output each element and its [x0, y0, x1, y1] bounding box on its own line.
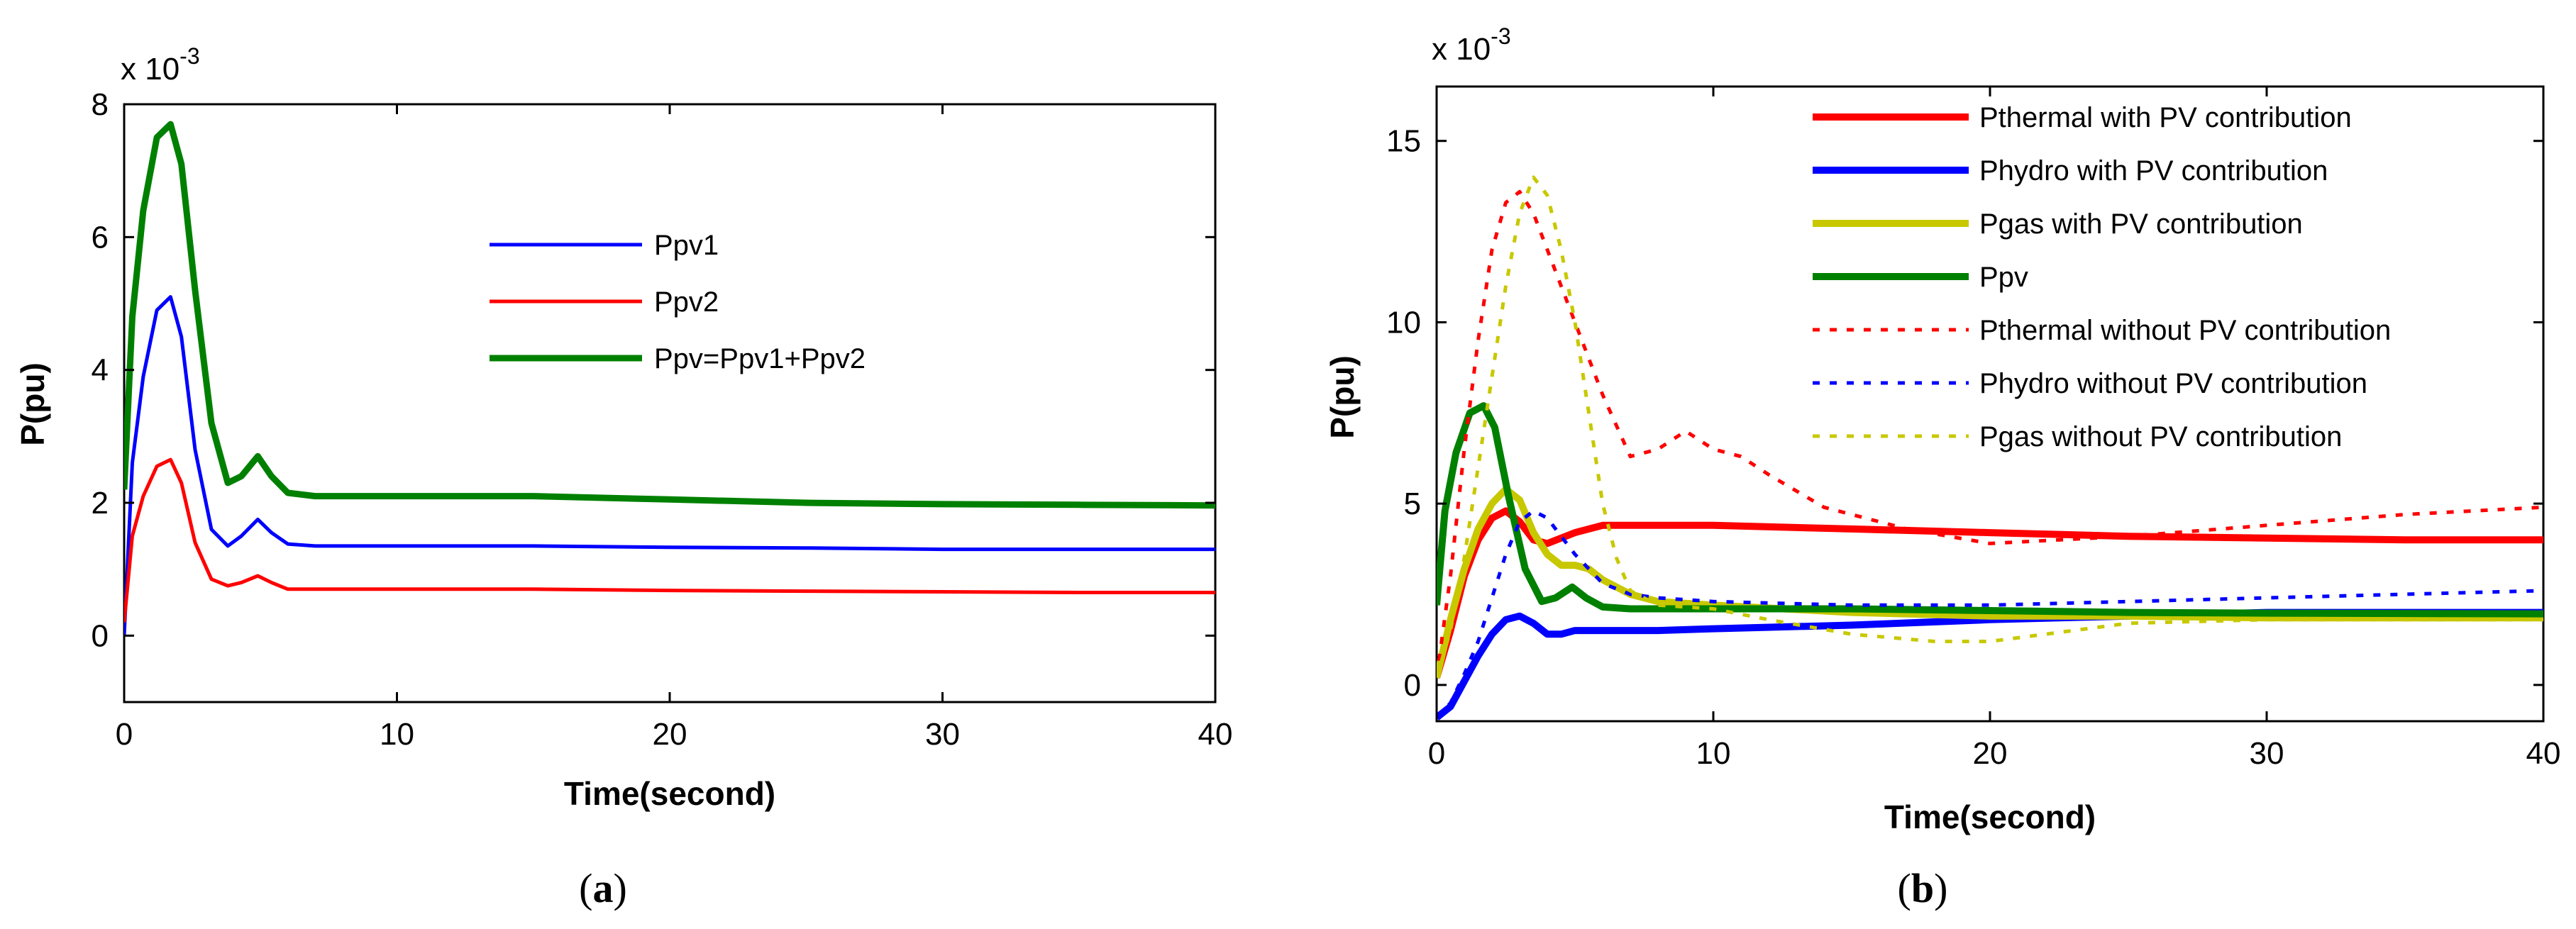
chart-b-y-tick-label-1: 5 — [1404, 486, 1421, 521]
chart-a-y-ticks: 0 2 4 6 8 — [92, 87, 1215, 653]
chart-a-x-tick-label-0: 0 — [116, 717, 133, 752]
chart-a-y-tick-label-4: 8 — [92, 87, 109, 122]
chart-b-x-tick-label-2: 20 — [1973, 736, 2008, 771]
chart-b-legend: Pthermal with PV contribution Phydro with… — [1813, 102, 2391, 452]
chart-b-exponent-power: -3 — [1491, 23, 1510, 49]
chart-b-y-tick-label-2: 10 — [1386, 305, 1421, 340]
legend-b-label-2: Pgas with PV contribution — [1979, 208, 2303, 240]
chart-a-x-tick-label-4: 40 — [1198, 717, 1233, 752]
chart-a-y-tick-label-3: 6 — [92, 220, 109, 255]
chart-b-series-line-2 — [1437, 485, 2543, 679]
legend-a-label-ppv2: Ppv2 — [654, 287, 719, 318]
chart-b-x-tick-label-0: 0 — [1428, 736, 1445, 771]
caption-b: (b) — [1898, 865, 1948, 911]
chart-b-exponent-base: x 10 — [1432, 32, 1491, 67]
chart-a-series-line-1 — [124, 457, 1215, 623]
caption-a: (a) — [579, 865, 627, 911]
legend-b-label-0: Pthermal with PV contribution — [1979, 102, 2352, 133]
chart-b-x-axis-label: Time(second) — [1884, 799, 2096, 835]
chart-b-y-axis-label: P(pu) — [1324, 355, 1361, 439]
chart-a-x-ticks: 0 10 20 30 40 — [116, 104, 1233, 752]
legend-b-label-5: Phydro without PV contribution — [1979, 368, 2367, 399]
legend-b-label-4: Pthermal without PV contribution — [1979, 315, 2391, 346]
chart-a-series-line-2 — [124, 121, 1215, 509]
chart-a-x-axis-label: Time(second) — [564, 775, 775, 812]
chart-b-y-tick-label-3: 15 — [1386, 124, 1421, 159]
chart-a-exponent-base: x 10 — [121, 52, 179, 87]
chart-panel-b: x 10-3 0 5 10 15 0 10 20 30 40 Time(second) P(p… — [1324, 23, 2560, 911]
chart-b-x-tick-label-4: 40 — [2526, 736, 2561, 771]
chart-b-series-line-3 — [1437, 402, 2543, 618]
chart-b-x-tick-label-1: 10 — [1696, 736, 1731, 771]
chart-a-plot-frame — [123, 103, 1217, 703]
chart-panel-a: x 10-3 0 2 4 6 8 0 10 20 30 40 Time(second) P(pu… — [14, 43, 1232, 911]
chart-a-exponent: x 10-3 — [121, 43, 200, 87]
chart-a-y-tick-label-1: 2 — [92, 486, 109, 521]
chart-a-y-tick-label-0: 0 — [92, 618, 109, 653]
chart-b-series-group — [1437, 175, 2543, 721]
legend-b-label-3: Ppv — [1979, 262, 2028, 293]
chart-b-x-ticks: 0 10 20 30 40 — [1428, 87, 2561, 771]
legend-a-label-ppv1: Ppv1 — [654, 230, 719, 261]
legend-b-label-1: Phydro with PV contribution — [1979, 155, 2328, 187]
chart-b-series-line-4 — [1437, 189, 2543, 678]
chart-a-exponent-power: -3 — [179, 43, 199, 69]
chart-a-x-tick-label-2: 20 — [653, 717, 687, 752]
chart-a-series-group — [124, 121, 1215, 636]
chart-a-series-line-0 — [124, 295, 1215, 636]
chart-b-y-tick-label-0: 0 — [1404, 668, 1421, 703]
chart-b-y-ticks: 0 5 10 15 — [1386, 124, 2543, 703]
chart-b-series-line-5 — [1437, 508, 2543, 719]
chart-b-x-tick-label-3: 30 — [2250, 736, 2284, 771]
chart-b-exponent: x 10-3 — [1432, 23, 1511, 67]
chart-a-x-tick-label-1: 10 — [380, 717, 414, 752]
chart-b-series-line-6 — [1437, 175, 2543, 679]
chart-a-x-tick-label-3: 30 — [925, 717, 960, 752]
legend-b-label-6: Pgas without PV contribution — [1979, 421, 2342, 452]
chart-a-y-axis-label: P(pu) — [14, 362, 51, 446]
chart-a-y-tick-label-2: 4 — [92, 353, 109, 388]
chart-a-legend: Ppv1 Ppv2 Ppv=Ppv1+Ppv2 — [490, 230, 866, 374]
legend-a-label-ppv-sum: Ppv=Ppv1+Ppv2 — [654, 343, 866, 374]
